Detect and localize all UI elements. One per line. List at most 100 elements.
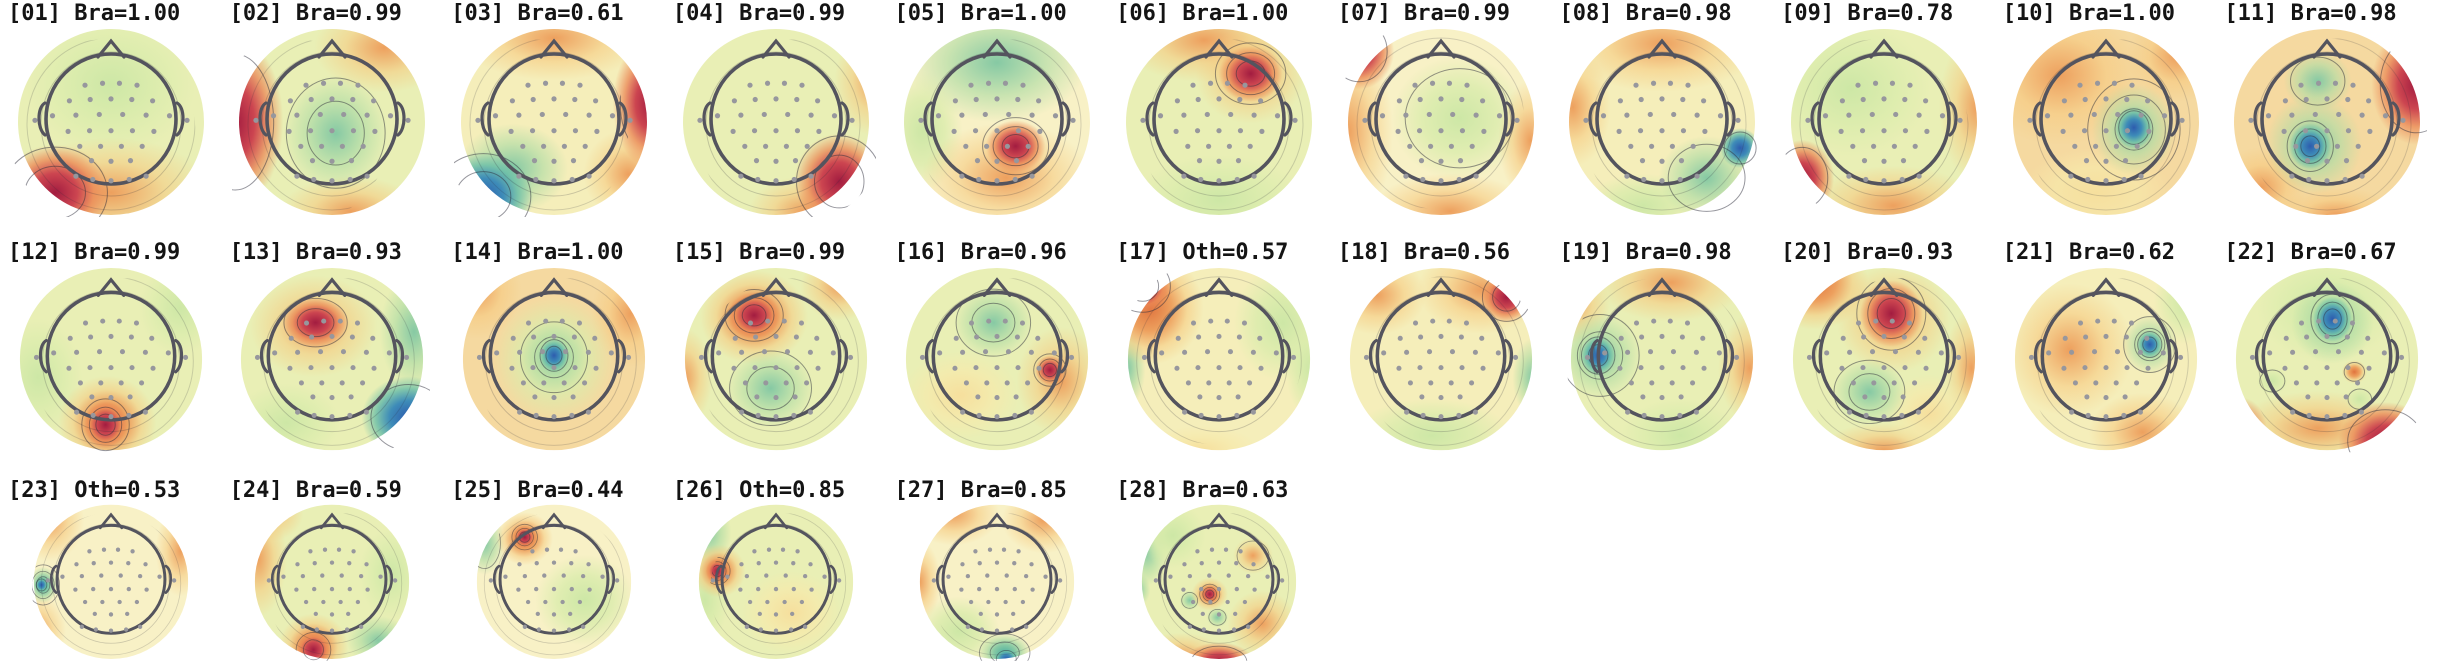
sensor-dot [128, 334, 134, 340]
sensor-dot [994, 128, 1000, 134]
topomap-10 [2006, 27, 2206, 217]
sensor-dot [627, 117, 633, 123]
sensor-dot [33, 354, 39, 360]
sensor-dot [1418, 158, 1424, 164]
sensor-dot [118, 143, 124, 149]
sensor-dot [1438, 158, 1444, 164]
sensor-dots [932, 547, 1063, 633]
sensor-dot [793, 96, 800, 103]
sensor-dot [1013, 394, 1020, 400]
sensor-dot [108, 96, 114, 102]
nose-icon [983, 277, 1012, 297]
sensor-dot [807, 409, 813, 415]
sensor-dot [1881, 128, 1887, 134]
sensor-dot [2304, 334, 2310, 340]
head-outline-icon [234, 266, 430, 452]
sensor-dot [492, 113, 499, 119]
sensor-dot [2111, 318, 2117, 324]
sensor-dot [90, 586, 96, 592]
sensor-dot [1226, 380, 1232, 386]
sensor-dot [2267, 350, 2273, 356]
sensor-dot [2345, 334, 2351, 340]
sensor-dot [1420, 412, 1426, 418]
sensor-dots [1583, 80, 1741, 184]
sensor-dot [783, 573, 788, 578]
head-circle [480, 38, 628, 186]
sensor-dot [2144, 98, 2150, 104]
sensor-dot [526, 599, 531, 605]
topomap-14 [456, 266, 652, 452]
right-ear-icon [1503, 338, 1513, 374]
right-ear-icon [1272, 564, 1281, 594]
sensor-dots [255, 318, 410, 420]
sensor-dot [1195, 549, 1200, 554]
sensor-dot [540, 349, 546, 355]
sensor-dot [1234, 176, 1240, 183]
right-ear-icon [1947, 338, 1957, 374]
sensor-dot [143, 112, 149, 118]
topomap-02 [232, 27, 432, 217]
sensor-dot [2324, 414, 2330, 420]
sensor-dot [2383, 113, 2389, 119]
sensor-dot [1734, 354, 1740, 360]
sensor-dot [1216, 612, 1222, 617]
sensor-dot [773, 560, 778, 565]
sensor-dot [312, 586, 317, 592]
sensor-dot [520, 143, 526, 149]
sensor-dot [567, 627, 572, 632]
head-circle [925, 277, 1070, 422]
sensor-dot [142, 349, 148, 355]
sensor-dot [542, 573, 547, 578]
sensor-dot [1407, 380, 1413, 386]
sensor-dot [1198, 176, 1204, 183]
sensor-dot [2138, 112, 2144, 118]
nose-icon [761, 277, 791, 297]
sensor-dot [592, 335, 598, 341]
sensor-dot [311, 176, 317, 183]
sensor-dot [995, 586, 1000, 592]
contour-lines [250, 277, 430, 451]
sensor-dot [150, 365, 156, 371]
sensor-dot [1583, 117, 1589, 123]
sensor-dot [1717, 350, 1723, 356]
sensor-dot [149, 335, 155, 341]
sensor-dot [794, 365, 800, 371]
sensor-dot [764, 599, 770, 605]
sensor-dot [1901, 334, 1907, 340]
sensor-dot [986, 599, 991, 605]
sensor-dot [372, 128, 378, 134]
sensor-dot [757, 611, 762, 617]
sensor-dot [108, 128, 114, 134]
sensor-dot [1036, 98, 1042, 104]
sensor-dot [127, 158, 133, 164]
sensor-dots [697, 80, 855, 184]
sensor-dot [808, 112, 814, 118]
sensor-dot [586, 112, 592, 118]
sensor-dot [1187, 573, 1193, 579]
sensor-dot [1200, 611, 1205, 617]
sensor-dot [1402, 112, 1409, 118]
sensor-dot [1363, 354, 1369, 360]
sensor-dot [286, 128, 293, 134]
sensor-dot [108, 365, 114, 371]
sensor-dot [126, 586, 131, 592]
sensor-dot [2303, 128, 2309, 134]
sensor-dot [593, 365, 599, 371]
sensor-dot [1472, 349, 1478, 355]
sensor-dot [1923, 365, 1929, 371]
sensor-dot [1902, 128, 1908, 134]
sensor-dot [551, 158, 557, 164]
sensor-dot [1479, 98, 1485, 104]
sensor-dot [954, 335, 960, 341]
sensor-dot [117, 599, 122, 605]
sensor-dot [351, 128, 357, 134]
sensor-dot [320, 573, 325, 578]
left-ear-icon [1146, 338, 1156, 374]
left-ear-icon [38, 338, 48, 374]
sensor-dot [1226, 143, 1232, 149]
sensor-dot [773, 96, 779, 102]
sensor-dot [1209, 547, 1215, 552]
sensor-dot [2068, 349, 2074, 355]
sensor-dot [1235, 158, 1242, 164]
head-outline-icon [1562, 27, 1762, 217]
